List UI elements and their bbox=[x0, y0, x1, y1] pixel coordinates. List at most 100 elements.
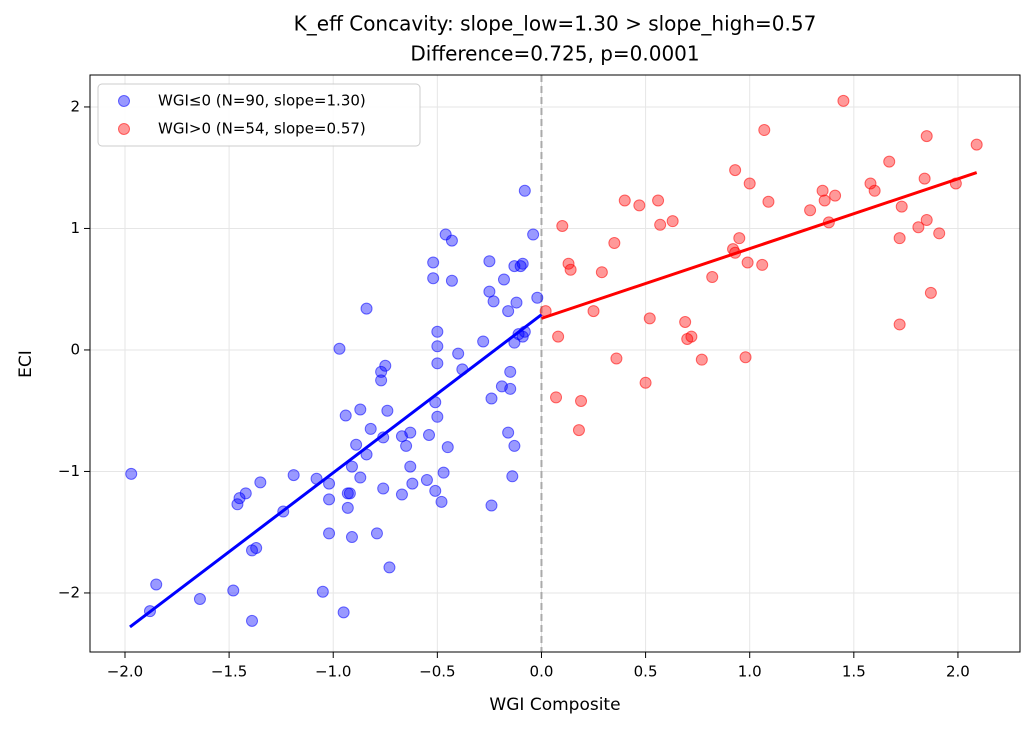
data-point bbox=[333, 342, 346, 355]
data-point bbox=[666, 215, 679, 228]
data-point bbox=[246, 614, 259, 627]
data-point bbox=[837, 94, 850, 107]
legend-marker bbox=[118, 123, 130, 135]
data-point bbox=[287, 469, 300, 482]
data-point bbox=[920, 213, 933, 226]
data-point bbox=[575, 394, 588, 407]
data-point bbox=[354, 471, 367, 484]
data-point bbox=[497, 273, 510, 286]
x-tick-label: −1.0 bbox=[315, 663, 351, 681]
x-tick-label: 1.5 bbox=[842, 663, 866, 681]
fit-line bbox=[540, 171, 978, 320]
data-point bbox=[383, 561, 396, 574]
data-point bbox=[804, 204, 817, 217]
data-point bbox=[427, 272, 440, 285]
data-point bbox=[337, 606, 350, 619]
data-point bbox=[506, 470, 519, 483]
data-point bbox=[423, 429, 436, 442]
data-point bbox=[920, 130, 933, 143]
x-tick-label: 0.5 bbox=[634, 663, 658, 681]
data-point bbox=[431, 340, 444, 353]
data-point bbox=[829, 189, 842, 202]
data-point bbox=[404, 426, 417, 439]
data-point bbox=[924, 286, 937, 299]
data-point bbox=[633, 199, 646, 212]
data-point bbox=[572, 424, 585, 437]
data-point bbox=[339, 409, 352, 422]
data-point bbox=[316, 585, 329, 598]
x-tick-label: −1.5 bbox=[211, 663, 247, 681]
data-point bbox=[350, 438, 363, 451]
data-point bbox=[608, 237, 621, 250]
data-point bbox=[431, 325, 444, 338]
data-point bbox=[431, 410, 444, 423]
data-point bbox=[395, 488, 408, 501]
data-point bbox=[868, 184, 881, 197]
data-point bbox=[739, 351, 752, 364]
y-tick-label: −2 bbox=[58, 583, 80, 601]
data-point bbox=[420, 473, 433, 486]
data-point bbox=[816, 184, 829, 197]
data-point bbox=[445, 234, 458, 247]
data-point bbox=[406, 477, 419, 490]
data-point bbox=[654, 218, 667, 231]
data-point bbox=[893, 232, 906, 245]
data-point bbox=[912, 221, 925, 234]
y-tick-label: 1 bbox=[70, 219, 80, 237]
x-tick-label: 0.0 bbox=[530, 663, 554, 681]
data-point bbox=[427, 256, 440, 269]
data-point bbox=[502, 305, 515, 318]
data-point bbox=[970, 138, 983, 151]
data-point bbox=[741, 256, 754, 269]
data-point bbox=[323, 493, 336, 506]
data-point bbox=[679, 316, 692, 329]
data-point bbox=[377, 482, 390, 495]
data-point bbox=[552, 330, 565, 343]
data-point bbox=[758, 124, 771, 137]
legend-marker bbox=[118, 95, 130, 107]
data-point bbox=[864, 177, 877, 190]
data-point bbox=[743, 177, 756, 190]
chart-title: K_eff Concavity: slope_low=1.30 > slope_… bbox=[294, 12, 817, 36]
data-point bbox=[652, 194, 665, 207]
data-point bbox=[485, 499, 498, 512]
y-tick-label: 2 bbox=[70, 97, 80, 115]
data-point bbox=[587, 305, 600, 318]
data-point bbox=[439, 228, 452, 241]
data-point bbox=[375, 365, 388, 378]
plot-frame bbox=[89, 74, 1021, 653]
data-point bbox=[762, 195, 775, 208]
data-point bbox=[233, 492, 246, 505]
data-point bbox=[706, 271, 719, 284]
data-point bbox=[435, 495, 448, 508]
data-point bbox=[379, 359, 392, 372]
data-point bbox=[477, 335, 490, 348]
chart-subtitle: Difference=0.725, p=0.0001 bbox=[410, 42, 699, 66]
data-point bbox=[323, 527, 336, 540]
y-tick-label: 0 bbox=[70, 340, 80, 358]
data-point bbox=[431, 357, 444, 370]
data-point bbox=[125, 467, 138, 480]
data-point bbox=[733, 232, 746, 245]
y-axis-label: ECI bbox=[16, 350, 36, 378]
data-point bbox=[729, 164, 742, 177]
data-point bbox=[531, 291, 544, 304]
data-point bbox=[150, 578, 163, 591]
data-point bbox=[437, 466, 450, 479]
legend-box bbox=[97, 83, 421, 147]
data-point bbox=[404, 460, 417, 473]
data-point bbox=[381, 404, 394, 417]
data-point bbox=[483, 255, 496, 268]
data-point bbox=[370, 527, 383, 540]
data-point bbox=[883, 155, 896, 168]
data-point bbox=[345, 460, 358, 473]
legend-label: WGI>0 (N=54, slope=0.57) bbox=[158, 120, 366, 138]
data-point bbox=[341, 501, 354, 514]
data-point bbox=[364, 422, 377, 435]
data-point bbox=[893, 318, 906, 331]
data-point bbox=[441, 441, 454, 454]
data-point bbox=[756, 258, 769, 271]
data-point bbox=[345, 531, 358, 544]
data-point bbox=[429, 484, 442, 497]
data-point bbox=[550, 391, 563, 404]
